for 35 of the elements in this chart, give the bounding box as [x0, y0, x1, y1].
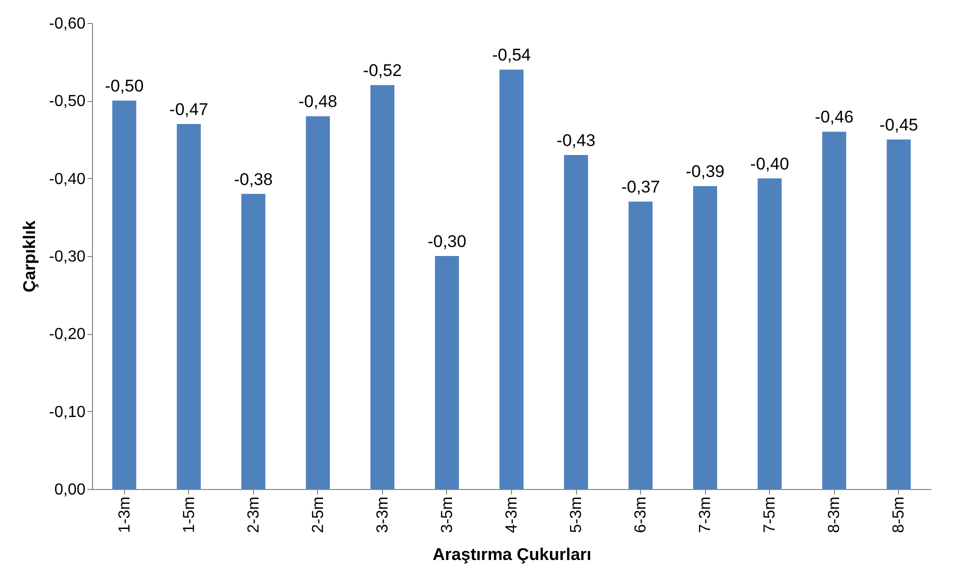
data-label: -0,38	[234, 170, 273, 189]
x-tick-label: 8-3m	[826, 496, 844, 533]
y-tick-label: 0,00	[54, 482, 86, 498]
y-tick-label: -0,30	[49, 248, 86, 266]
x-tick-label: 1-5m	[180, 496, 198, 533]
data-label: -0,30	[428, 232, 466, 251]
data-label: -0,48	[298, 92, 338, 112]
x-axis-title: Araştırma Çukurları	[432, 544, 592, 564]
y-tick-label: -0,40	[49, 170, 86, 188]
x-tick-label: 7-3m	[697, 496, 714, 533]
y-tick-label: -0,60	[49, 16, 86, 32]
x-tick-label: 2-3m	[245, 496, 262, 533]
data-label: -0,39	[686, 162, 724, 182]
y-axis-title: Çarpıklık	[20, 220, 40, 292]
data-label: -0,50	[104, 76, 144, 96]
data-label: -0,52	[363, 61, 402, 80]
data-label: -0,37	[621, 178, 660, 197]
x-tick-label: 5-3m	[568, 496, 586, 533]
x-tick-label: 4-3m	[504, 496, 520, 533]
x-tick-label: 7-5m	[762, 496, 779, 533]
data-label: -0,43	[556, 131, 596, 150]
data-label: -0,54	[492, 46, 531, 65]
y-tick-label: -0,50	[49, 93, 86, 110]
x-tick-label: 6-3m	[632, 496, 650, 533]
x-tick-label: 8-5m	[890, 496, 908, 533]
x-tick-label: 3-5m	[438, 496, 456, 533]
data-label: -0,45	[879, 116, 918, 134]
data-label: -0,47	[169, 100, 208, 119]
x-tick-label: 1-3m	[116, 496, 134, 533]
x-tick-label: 3-3m	[374, 496, 392, 533]
data-label: -0,40	[750, 154, 790, 174]
data-label: -0,46	[814, 108, 854, 127]
y-tick-label: -0,20	[49, 326, 86, 344]
x-tick-label: 2-5m	[310, 496, 327, 533]
y-tick-label: -0,10	[49, 404, 86, 421]
